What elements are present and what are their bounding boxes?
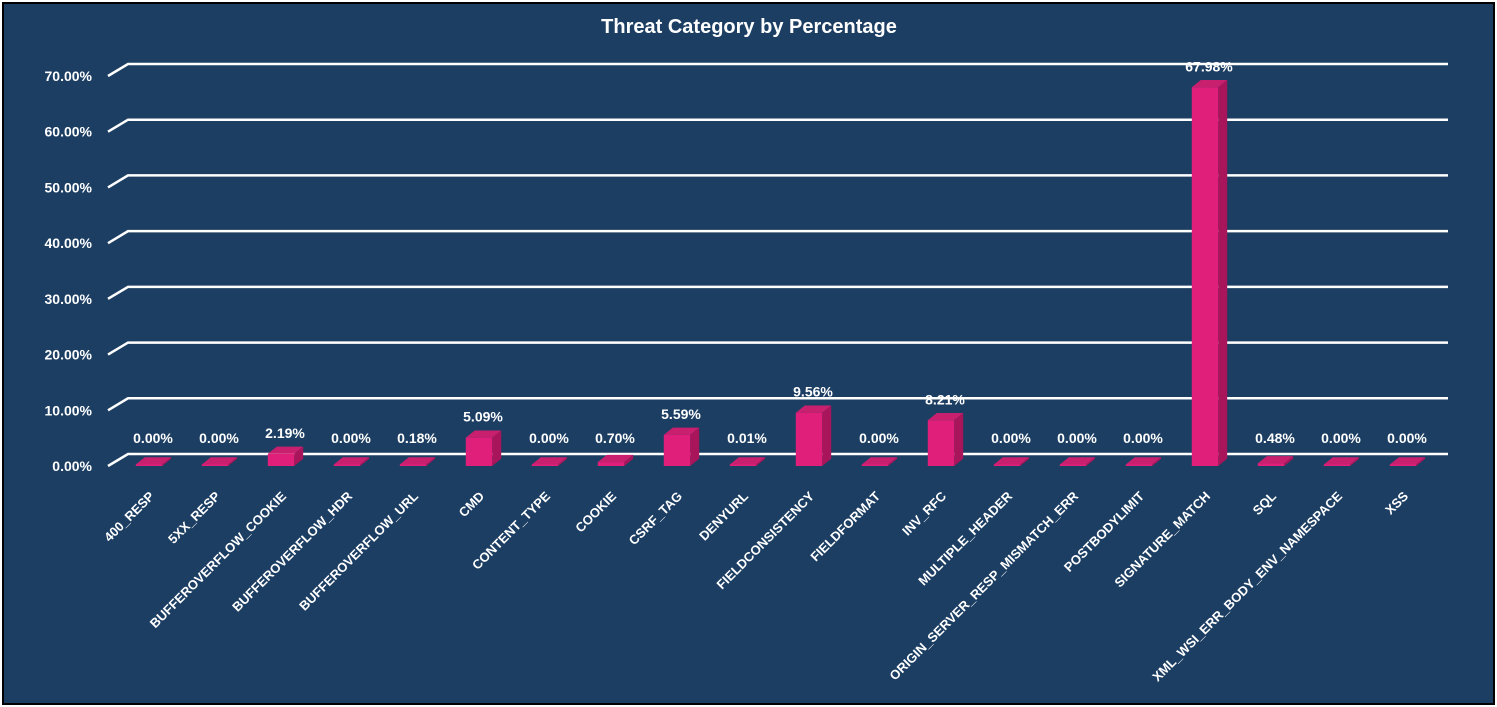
- data-label-inv_rfc: 8.21%: [925, 391, 965, 407]
- y-tick-label-7: 70.00%: [45, 68, 93, 84]
- bar-signature_match: [1191, 80, 1228, 467]
- bar-400_resp: [135, 457, 172, 466]
- x-tick-label-fieldformat: FIELDFORMAT: [807, 488, 883, 564]
- bar-fieldformat: [861, 457, 898, 466]
- x-tick-label-cmd: CMD: [456, 489, 488, 521]
- data-label-bufferoverflow_url: 0.18%: [397, 430, 437, 446]
- y-axis-tick-labels: 0.00% 10.00% 20.00% 30.00% 40.00% 50.00% 60.00…: [45, 68, 93, 474]
- x-tick-label-bufferoverflow_url: BUFFEROVERFLOW_URL: [296, 488, 421, 613]
- data-label-xss: 0.00%: [1387, 430, 1427, 446]
- x-tick-label-cookie: COOKIE: [572, 488, 619, 535]
- y-tick-label-0: 0.00%: [52, 458, 92, 474]
- x-axis-tick-labels: 400_RESP 5XX_RESPBUFFEROVERFLOW_COOKIEBUF…: [101, 488, 1411, 684]
- bar-cmd: [465, 430, 502, 466]
- y-tick-label-5: 50.00%: [45, 179, 93, 195]
- data-label-400_resp: 0.00%: [133, 430, 173, 446]
- gridline-0: [107, 452, 1448, 468]
- x-tick-label-5xx_resp: 5XX_RESP: [165, 488, 223, 546]
- chart-title: Threat Category by Percentage: [601, 16, 897, 38]
- bar-5xx_resp: [201, 457, 238, 466]
- bar-inv_rfc: [927, 413, 964, 466]
- x-tick-label-400_resp: 400_RESP: [101, 488, 157, 544]
- bar-fieldconsistency: [795, 405, 832, 466]
- gridline-6: [107, 118, 1448, 133]
- y-tick-label-4: 40.00%: [45, 235, 93, 251]
- data-label-origin_server_resp_mismatch_err: 0.00%: [1057, 430, 1097, 446]
- data-label-multiple_header: 0.00%: [991, 430, 1031, 446]
- bar-denyurl: [729, 457, 766, 466]
- data-label-fieldformat: 0.00%: [859, 430, 899, 446]
- bar-xml_wsi_err_body_env_namespace: [1323, 457, 1360, 466]
- data-label-signature_match: 67.98%: [1185, 58, 1233, 74]
- data-label-xml_wsi_err_body_env_namespace: 0.00%: [1321, 430, 1361, 446]
- bar-csrf_tag: [663, 427, 700, 466]
- y-tick-label-2: 20.00%: [45, 347, 93, 363]
- bar-cookie: [597, 454, 634, 466]
- bar-bufferoverflow_cookie: [267, 446, 304, 466]
- y-tick-label-1: 10.00%: [45, 402, 93, 418]
- bar-multiple_header: [993, 457, 1030, 466]
- bars: [135, 80, 1426, 467]
- data-label-content_type: 0.00%: [529, 430, 569, 446]
- gridlines: [107, 62, 1448, 468]
- bar-xss: [1389, 457, 1426, 466]
- bar-sql: [1257, 456, 1294, 466]
- x-tick-label-bufferoverflow_hdr: BUFFEROVERFLOW_HDR: [229, 488, 355, 614]
- gridline-7: [107, 62, 1448, 78]
- chart-svg: Threat Category by Percentage 0.00% 10.00…: [45, 16, 1448, 684]
- gridline-3: [107, 285, 1448, 300]
- data-label-bufferoverflow_hdr: 0.00%: [331, 430, 371, 446]
- data-label-postbodylimit: 0.00%: [1123, 430, 1163, 446]
- bar-content_type: [531, 457, 568, 466]
- data-label-5xx_resp: 0.00%: [199, 430, 239, 446]
- data-label-bufferoverflow_cookie: 2.19%: [265, 425, 305, 441]
- x-tick-label-sql: SQL: [1250, 488, 1280, 518]
- data-label-cookie: 0.70%: [595, 430, 635, 446]
- data-label-sql: 0.48%: [1255, 430, 1295, 446]
- bar-bufferoverflow_url: [399, 457, 436, 466]
- gridline-1: [107, 397, 1448, 412]
- gridline-4: [107, 229, 1448, 245]
- bar-postbodylimit: [1125, 457, 1162, 466]
- data-label-cmd: 5.09%: [463, 409, 503, 425]
- gridline-2: [107, 341, 1448, 356]
- x-tick-label-denyurl: DENYURL: [696, 488, 751, 543]
- bar-bufferoverflow_hdr: [333, 457, 370, 466]
- gridline-5: [107, 174, 1448, 189]
- x-tick-label-inv_rfc: INV_RFC: [899, 488, 949, 538]
- y-tick-label-6: 60.00%: [45, 124, 93, 140]
- data-labels: 0.00% 0.00% 2.19% 0.00% 0.18% 5.09% 0.00% 0.70%…: [133, 58, 1427, 446]
- data-label-denyurl: 0.01%: [727, 430, 767, 446]
- x-tick-label-xss: XSS: [1382, 488, 1411, 517]
- data-label-csrf_tag: 5.59%: [661, 406, 701, 422]
- data-label-fieldconsistency: 9.56%: [793, 384, 833, 400]
- x-tick-label-csrf_tag: CSRF_TAG: [626, 489, 685, 548]
- y-tick-label-3: 30.00%: [45, 291, 93, 307]
- x-tick-label-bufferoverflow_cookie: BUFFEROVERFLOW_COOKIE: [147, 488, 290, 631]
- bar-origin_server_resp_mismatch_err: [1059, 457, 1096, 466]
